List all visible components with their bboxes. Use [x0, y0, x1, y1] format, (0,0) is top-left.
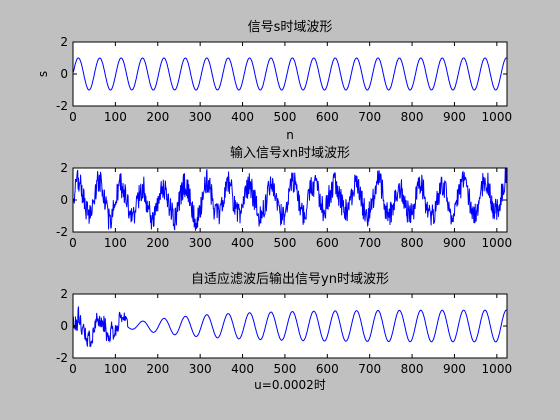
- x-tick-label: 200: [146, 110, 169, 124]
- x-tick-label: 600: [316, 110, 339, 124]
- x-tick-label: 700: [358, 236, 381, 250]
- y-tick-label: 0: [60, 67, 68, 81]
- x-tick-label: 1000: [482, 110, 513, 124]
- x-tick-label: 200: [146, 362, 169, 376]
- y-tick-label: 0: [60, 193, 68, 207]
- y-tick-label: 2: [60, 161, 68, 175]
- x-tick-label: 200: [146, 236, 169, 250]
- x-tick-label: 0: [69, 110, 77, 124]
- x-tick-label: 100: [104, 362, 127, 376]
- tick-group: 0 100 200 300 400 500 600 700 800 900 1000-202: [56, 161, 512, 250]
- tick-group: 0 100 200 300 400 500 600 700 800 900 1000-202: [56, 287, 512, 376]
- x-tick-label: 300: [189, 236, 212, 250]
- x-axis-label: n: [286, 128, 294, 142]
- x-tick-label: 500: [273, 362, 296, 376]
- y-tick-label: -2: [56, 99, 68, 113]
- series-line: [72, 306, 508, 348]
- x-tick-label: 800: [401, 110, 424, 124]
- subplot-input-xn: 0 100 200 300 400 500 600 700 800 900 1000-202 输入信…: [56, 145, 512, 250]
- x-tick-label: 700: [358, 362, 381, 376]
- x-tick-label: 600: [316, 362, 339, 376]
- x-tick-label: 800: [401, 236, 424, 250]
- x-tick-label: 400: [231, 236, 254, 250]
- y-tick-label: 2: [60, 35, 68, 49]
- x-tick-label: 100: [104, 110, 127, 124]
- y-tick-label: 2: [60, 287, 68, 301]
- x-tick-label: 900: [443, 362, 466, 376]
- tick-group: 0 100 200 300 400 500 600 700 800 900 1000-202: [56, 35, 512, 124]
- x-tick-label: 100: [104, 236, 127, 250]
- x-tick-label: 400: [231, 110, 254, 124]
- y-axis-label: s: [36, 71, 50, 77]
- x-tick-label: 1000: [482, 236, 513, 250]
- x-tick-label: 900: [443, 236, 466, 250]
- x-tick-label: 400: [231, 362, 254, 376]
- x-tick-label: 300: [189, 362, 212, 376]
- x-tick-label: 500: [273, 236, 296, 250]
- x-tick-label: 0: [69, 236, 77, 250]
- subplot-output-yn: 0 100 200 300 400 500 600 700 800 900 1000-202 自适应…: [56, 271, 512, 392]
- x-axis-label: u=0.0002时: [254, 378, 326, 392]
- x-tick-label: 300: [189, 110, 212, 124]
- chart-title: 输入信号xn时域波形: [230, 145, 350, 161]
- series-line: [72, 57, 508, 91]
- axes-background: [73, 42, 507, 106]
- subplot-signal-s: 0 100 200 300 400 500 600 700 800 900 1000-202 信号s…: [36, 20, 512, 142]
- y-tick-label: 0: [60, 319, 68, 333]
- x-tick-label: 700: [358, 110, 381, 124]
- axes-background: [73, 294, 507, 358]
- chart-title: 信号s时域波形: [248, 20, 333, 35]
- y-tick-label: -2: [56, 225, 68, 239]
- y-tick-label: -2: [56, 351, 68, 365]
- x-tick-label: 600: [316, 236, 339, 250]
- x-tick-label: 500: [273, 110, 296, 124]
- x-tick-label: 900: [443, 110, 466, 124]
- x-tick-label: 0: [69, 362, 77, 376]
- series-line: [73, 167, 508, 231]
- x-tick-label: 800: [401, 362, 424, 376]
- x-tick-label: 1000: [482, 362, 513, 376]
- chart-title: 自适应滤波后输出信号yn时域波形: [191, 271, 389, 287]
